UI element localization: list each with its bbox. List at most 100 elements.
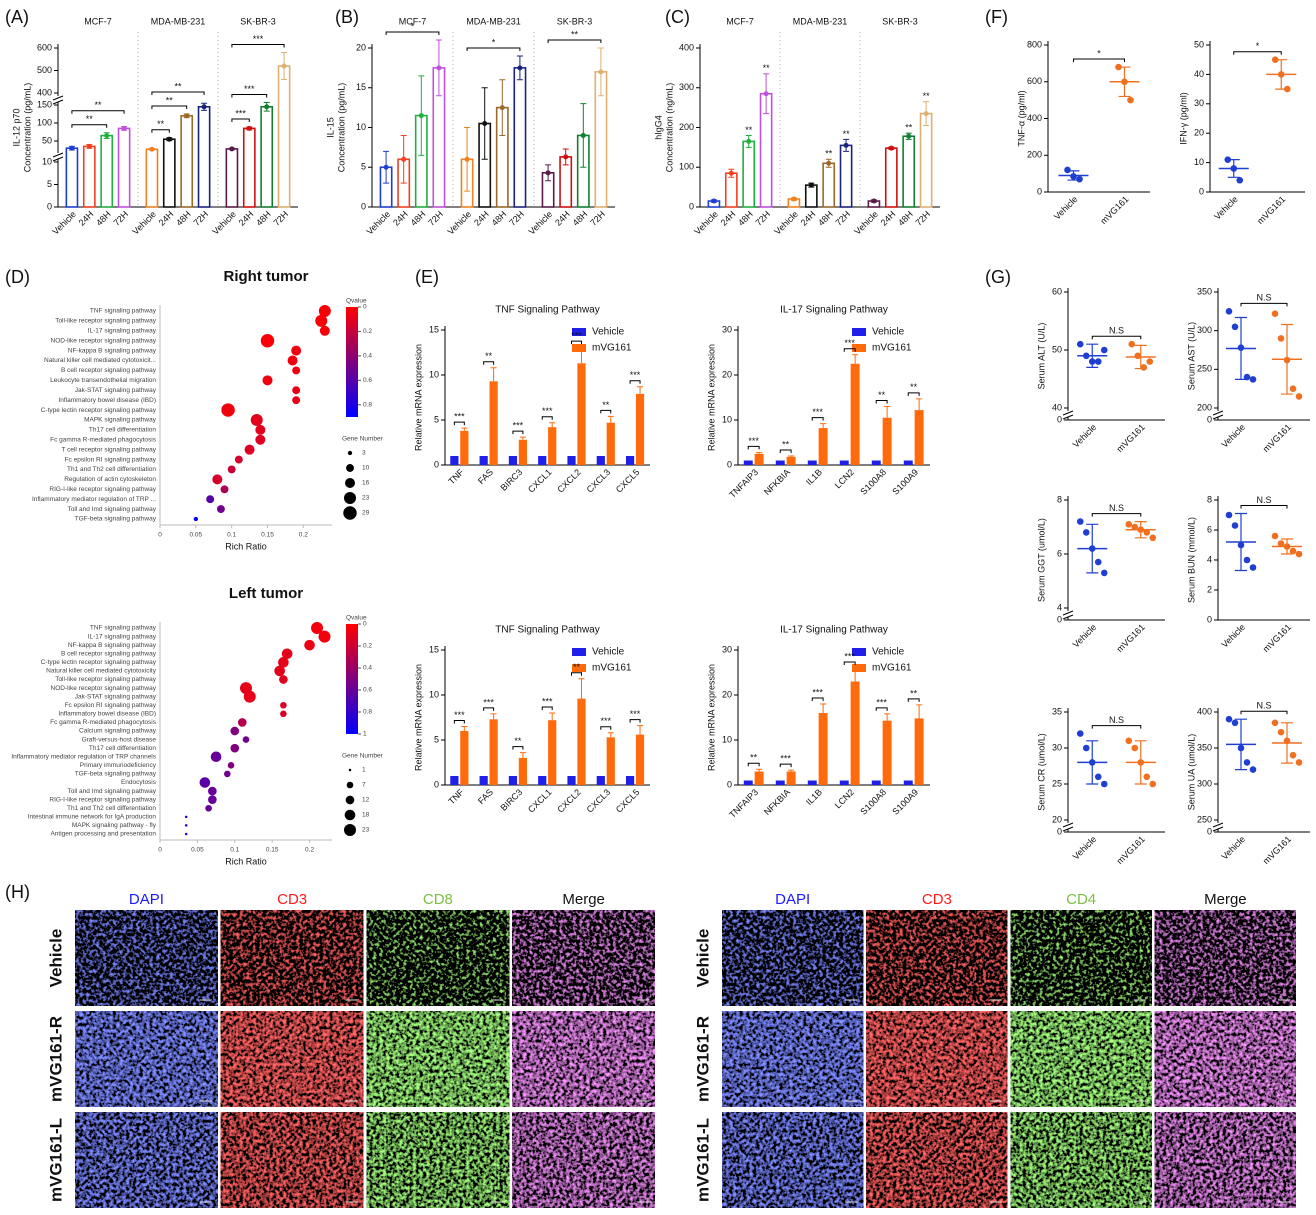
y-tick-label: 100 (679, 162, 694, 172)
data-point (1249, 564, 1257, 571)
bubble (243, 690, 256, 703)
size-legend-label: 1 (362, 767, 366, 774)
y-tick-label: 5 (361, 162, 366, 172)
bar (625, 456, 635, 465)
y-tick-label: 0 (47, 201, 52, 211)
significance-bracket (231, 44, 285, 48)
x-tick-label: mVG161 (1255, 194, 1287, 226)
bar-dot (121, 125, 127, 131)
x-tick-label: Vehicle (1071, 622, 1099, 650)
y-tick-label: 0 (1057, 614, 1062, 624)
significance-label: *** (844, 338, 855, 348)
significance-label: *** (542, 406, 553, 416)
pathway-label: Inflammatory mediator regulation of TRP … (11, 753, 156, 760)
bar (635, 393, 645, 465)
bubble (227, 465, 236, 474)
colorbar-tick-label: 0.2 (363, 643, 372, 650)
bubble (292, 396, 301, 405)
chart-title: IL-17 Signaling Pathway (780, 625, 888, 636)
error-bar (916, 398, 923, 411)
pathway-label: Calcium signaling pathway (79, 728, 157, 735)
colorbar-tick-label: 0.2 (363, 328, 372, 335)
x-tick-label: 24H (391, 209, 410, 228)
pathway-label: Inflammatory bowel disease (IBD) (58, 711, 156, 718)
axis-break-mark (1062, 410, 1074, 420)
pathway-label: T cell receptor signaling pathway (61, 446, 156, 453)
bar (807, 460, 817, 465)
significance-label: ** (157, 119, 165, 129)
bar (596, 456, 605, 465)
group-label: SK-BR-3 (240, 16, 276, 26)
y-tick-label: 300 (1197, 778, 1212, 788)
row-label: Vehicle (46, 929, 65, 988)
colorbar-tick-label: 0.6 (363, 687, 372, 694)
pathway-label: Th1 and Th2 cell differentiation (67, 805, 156, 812)
pathway-label: NOD-like receptor signaling pathway (51, 685, 157, 692)
significance-label: *** (235, 108, 246, 118)
size-legend-mark (344, 824, 356, 836)
y-tick-label: 4 (1207, 554, 1212, 564)
bubble (287, 355, 298, 366)
group-label: MDA-MB-231 (466, 16, 521, 26)
x-tick-label: Vehicle (1219, 622, 1247, 650)
colorbar-tick-label: 0 (363, 304, 367, 311)
bar (479, 456, 488, 465)
colorbar (346, 624, 358, 734)
significance-bracket (811, 417, 824, 421)
error-bar (756, 451, 763, 454)
bar (839, 780, 849, 785)
error-bar (884, 713, 891, 721)
significance-bracket (811, 697, 824, 701)
y-tick-label: 800 (1027, 39, 1042, 49)
y-tick-label: 150 (37, 99, 52, 109)
bar (567, 456, 576, 465)
axis-break (1213, 411, 1223, 417)
size-legend-mark (343, 506, 357, 520)
x-tick-label: 72H (191, 209, 210, 228)
panel-label: (H) (5, 882, 30, 902)
axis-break (53, 96, 63, 102)
bar (804, 184, 818, 208)
bubble (292, 386, 301, 395)
bar (871, 460, 881, 465)
y-tick-label: 0 (1199, 186, 1204, 196)
data-point (1146, 358, 1154, 365)
x-tick-label: mVG161 (1115, 622, 1147, 654)
bubble (318, 305, 331, 317)
y-axis-label: Concentration (pg/mL) (336, 83, 346, 173)
significance-bracket (512, 430, 524, 435)
x-tick-label: Vehicle (852, 209, 880, 237)
y-tick-label: 6 (1057, 548, 1062, 558)
y-tick-label: 600 (1027, 76, 1042, 86)
significance-label: ** (485, 351, 493, 361)
size-legend-label: 7 (362, 782, 366, 789)
x-tick-label: TNFAIP3 (727, 787, 760, 820)
y-axis-label: Concentration (pg/mL) (22, 83, 32, 173)
micrograph (366, 1112, 510, 1208)
data-point (1131, 523, 1139, 531)
significance-bracket (541, 416, 553, 420)
panel-label: (C) (665, 7, 690, 27)
significance-label: * (1097, 48, 1101, 58)
bar-dot (401, 156, 407, 162)
pathway-label: NF-kappa B signaling pathway (68, 642, 157, 649)
micrograph (512, 1112, 655, 1208)
bar (786, 456, 796, 465)
y-tick-label: 5 (434, 734, 439, 744)
error-bar (578, 678, 585, 699)
bar (460, 430, 469, 465)
data-point (1100, 569, 1108, 577)
x-tick-label: 0.05 (191, 847, 204, 854)
micrograph (1010, 1011, 1152, 1107)
x-tick-label: Vehicle (527, 209, 555, 237)
x-tick-label: 48H (94, 209, 113, 228)
bar (606, 422, 615, 465)
significance-label: *** (542, 696, 553, 706)
bar (577, 363, 586, 465)
group-label: MCF-7 (399, 16, 427, 26)
x-tick-label: 24H (77, 209, 96, 228)
data-point (1094, 558, 1102, 566)
bar (606, 737, 615, 785)
significance-label: *** (812, 687, 823, 697)
